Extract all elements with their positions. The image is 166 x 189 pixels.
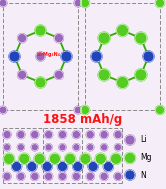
Circle shape bbox=[9, 51, 20, 62]
Circle shape bbox=[45, 131, 53, 139]
Circle shape bbox=[0, 106, 7, 114]
Circle shape bbox=[125, 135, 135, 145]
Circle shape bbox=[36, 52, 45, 61]
Circle shape bbox=[17, 131, 25, 139]
Circle shape bbox=[18, 34, 27, 43]
Text: Li₇Mg₃N₄: Li₇Mg₃N₄ bbox=[37, 52, 60, 57]
Circle shape bbox=[87, 144, 94, 151]
Circle shape bbox=[103, 161, 113, 171]
Circle shape bbox=[3, 131, 11, 139]
Circle shape bbox=[101, 144, 108, 151]
Circle shape bbox=[35, 25, 46, 36]
Circle shape bbox=[95, 153, 106, 164]
Circle shape bbox=[98, 69, 110, 81]
Circle shape bbox=[45, 144, 52, 151]
Circle shape bbox=[58, 172, 67, 180]
Circle shape bbox=[81, 0, 89, 8]
Circle shape bbox=[98, 32, 110, 44]
Circle shape bbox=[73, 161, 83, 171]
Circle shape bbox=[135, 32, 147, 44]
Circle shape bbox=[31, 144, 38, 151]
Text: 1858 mAh/g: 1858 mAh/g bbox=[43, 114, 123, 126]
Circle shape bbox=[3, 144, 10, 151]
Circle shape bbox=[88, 161, 98, 171]
Circle shape bbox=[61, 51, 72, 62]
Circle shape bbox=[27, 161, 37, 171]
Circle shape bbox=[34, 153, 45, 164]
Circle shape bbox=[0, 0, 7, 7]
Circle shape bbox=[12, 161, 22, 171]
Circle shape bbox=[59, 144, 66, 151]
Circle shape bbox=[100, 131, 108, 139]
Circle shape bbox=[35, 77, 46, 88]
Circle shape bbox=[114, 131, 122, 139]
Circle shape bbox=[80, 153, 91, 164]
Circle shape bbox=[65, 153, 76, 164]
Circle shape bbox=[18, 70, 27, 79]
Circle shape bbox=[81, 105, 89, 115]
Circle shape bbox=[3, 153, 14, 164]
Circle shape bbox=[72, 172, 80, 180]
Circle shape bbox=[124, 153, 135, 163]
Circle shape bbox=[91, 51, 102, 62]
Circle shape bbox=[45, 172, 53, 180]
Circle shape bbox=[17, 172, 25, 180]
Circle shape bbox=[100, 172, 108, 180]
Circle shape bbox=[135, 69, 147, 81]
Circle shape bbox=[114, 172, 122, 180]
Circle shape bbox=[117, 25, 128, 36]
Circle shape bbox=[54, 70, 63, 79]
Circle shape bbox=[49, 153, 60, 164]
Circle shape bbox=[86, 131, 94, 139]
Text: Li: Li bbox=[140, 136, 147, 145]
Circle shape bbox=[156, 105, 165, 115]
Circle shape bbox=[72, 131, 80, 139]
Circle shape bbox=[58, 131, 67, 139]
Circle shape bbox=[73, 144, 80, 151]
Circle shape bbox=[17, 144, 24, 151]
Circle shape bbox=[3, 172, 11, 180]
Circle shape bbox=[31, 131, 39, 139]
Circle shape bbox=[54, 34, 63, 43]
Circle shape bbox=[19, 153, 30, 164]
Circle shape bbox=[115, 144, 122, 151]
Circle shape bbox=[86, 172, 94, 180]
Circle shape bbox=[57, 161, 68, 171]
Circle shape bbox=[42, 161, 52, 171]
Circle shape bbox=[125, 170, 135, 180]
Circle shape bbox=[74, 0, 82, 7]
Circle shape bbox=[143, 51, 154, 62]
Circle shape bbox=[156, 0, 165, 8]
Circle shape bbox=[117, 77, 128, 88]
Text: N: N bbox=[140, 170, 146, 180]
Circle shape bbox=[31, 172, 39, 180]
Circle shape bbox=[111, 153, 122, 164]
Circle shape bbox=[74, 106, 82, 114]
Text: Mg: Mg bbox=[140, 153, 152, 163]
